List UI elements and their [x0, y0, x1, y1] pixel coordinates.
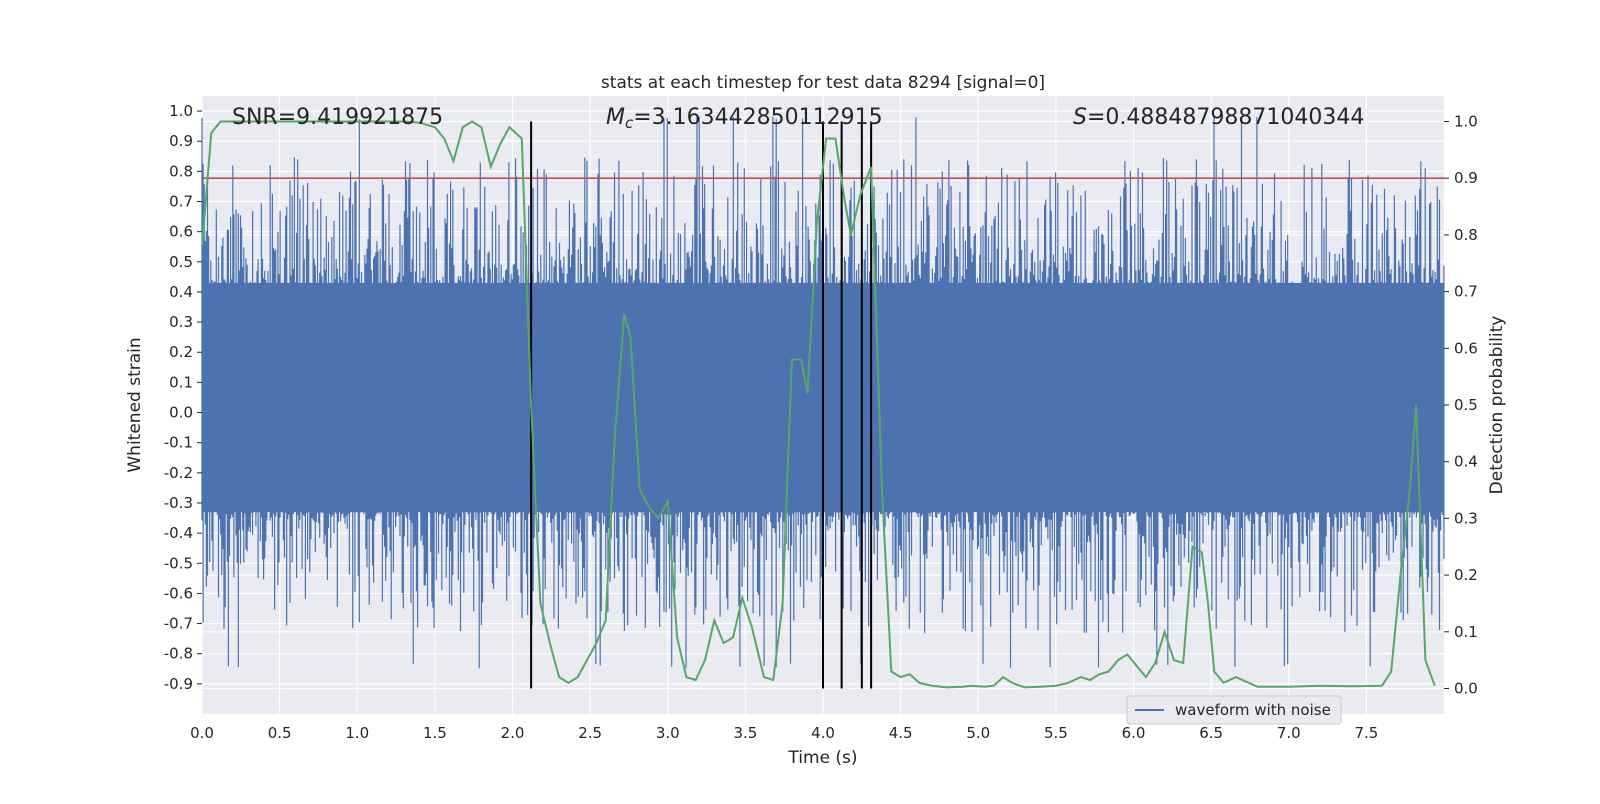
y2-tick-label: 0.9: [1454, 169, 1478, 187]
y2-tick-label: 0.0: [1454, 679, 1478, 697]
x-tick-label: 7.0: [1277, 724, 1301, 742]
y2-tick-label: 0.2: [1454, 566, 1478, 584]
y-axis-label: Whitened strain: [125, 337, 145, 472]
x-tick-label: 7.5: [1354, 724, 1378, 742]
y2-tick-label: 0.4: [1454, 453, 1478, 471]
y-tick-label: 0.2: [169, 343, 193, 361]
y-tick-label: -0.2: [164, 464, 193, 482]
x-tick-label: 3.0: [656, 724, 680, 742]
x-tick-label: 6.0: [1122, 724, 1146, 742]
x-tick-label: 3.5: [733, 724, 757, 742]
legend-label: waveform with noise: [1175, 701, 1331, 719]
chart-title: stats at each timestep for test data 829…: [601, 73, 1045, 93]
x-tick-label: 4.0: [811, 724, 835, 742]
y-tick-label: 0.8: [169, 162, 193, 180]
y-tick-label: 1.0: [169, 102, 193, 120]
y2-tick-label: 1.0: [1454, 113, 1478, 131]
y2-tick-label: 0.6: [1454, 339, 1478, 357]
y-tick-label: 0.4: [169, 283, 193, 301]
y2-tick-label: 0.8: [1454, 226, 1478, 244]
x-tick-label: 6.5: [1199, 724, 1223, 742]
x-tick-label: 4.5: [889, 724, 913, 742]
y-tick-label: -0.6: [164, 584, 193, 602]
x-tick-label: 2.0: [501, 724, 525, 742]
y-tick-label: -0.3: [164, 494, 193, 512]
x-tick-label: 5.5: [1044, 724, 1068, 742]
y-tick-label: -0.5: [164, 554, 193, 572]
y-axis-ticks: 1.0 0.9 0.8 0.7 0.6 0.5 0.4 0.3 0.2 0.1 0.0 -0.1 -0.…: [164, 102, 202, 693]
y2-tick-label: 0.3: [1454, 509, 1478, 527]
y-tick-label: 0.0: [169, 404, 193, 422]
x-tick-label: 1.0: [345, 724, 369, 742]
y2-axis-label: Detection probability: [1487, 316, 1507, 495]
x-tick-label: 0.5: [268, 724, 292, 742]
x-tick-label: 1.5: [423, 724, 447, 742]
waveform-spikes: [201, 117, 1445, 669]
chirp-mass-annotation: Mc=3.163442850112915: [606, 105, 883, 132]
y-tick-label: -0.4: [164, 524, 193, 542]
legend: waveform with noise: [1126, 695, 1342, 725]
y-tick-label: 0.7: [169, 193, 193, 211]
x-tick-label: 5.0: [966, 724, 990, 742]
y-tick-label: -0.8: [164, 645, 193, 663]
x-axis-label: Time (s): [787, 748, 857, 768]
y-tick-label: 0.5: [169, 253, 193, 271]
y-tick-label: 0.3: [169, 313, 193, 331]
y-tick-label: -0.1: [164, 434, 193, 452]
y2-tick-label: 0.5: [1454, 396, 1478, 414]
detection-probability-line: [201, 120, 1436, 689]
legend-box: [1126, 695, 1342, 725]
snr-annotation: SNR=9.419921875: [232, 105, 443, 130]
y-tick-label: -0.9: [164, 675, 193, 693]
y-tick-label: 0.6: [169, 223, 193, 241]
y-tick-label: 0.9: [169, 132, 193, 150]
y2-axis-ticks: 1.0 0.9 0.8 0.7 0.6 0.5 0.4 0.3 0.2 0.1 0.0: [1444, 113, 1478, 697]
x-tick-label: 2.5: [578, 724, 602, 742]
x-axis-ticks: 0.0 0.5 1.0 1.5 2.0 2.5 3.0 3.5 4.0 4.5 5.0 5.5 6.0 6…: [190, 724, 1378, 742]
y2-tick-label: 0.7: [1454, 283, 1478, 301]
y-tick-label: -0.7: [164, 615, 193, 633]
y-tick-label: 0.1: [169, 373, 193, 391]
x-tick-label: 0.0: [190, 724, 214, 742]
y2-tick-label: 0.1: [1454, 623, 1478, 641]
s-annotation: S=0.48848798871040344: [1073, 105, 1364, 130]
